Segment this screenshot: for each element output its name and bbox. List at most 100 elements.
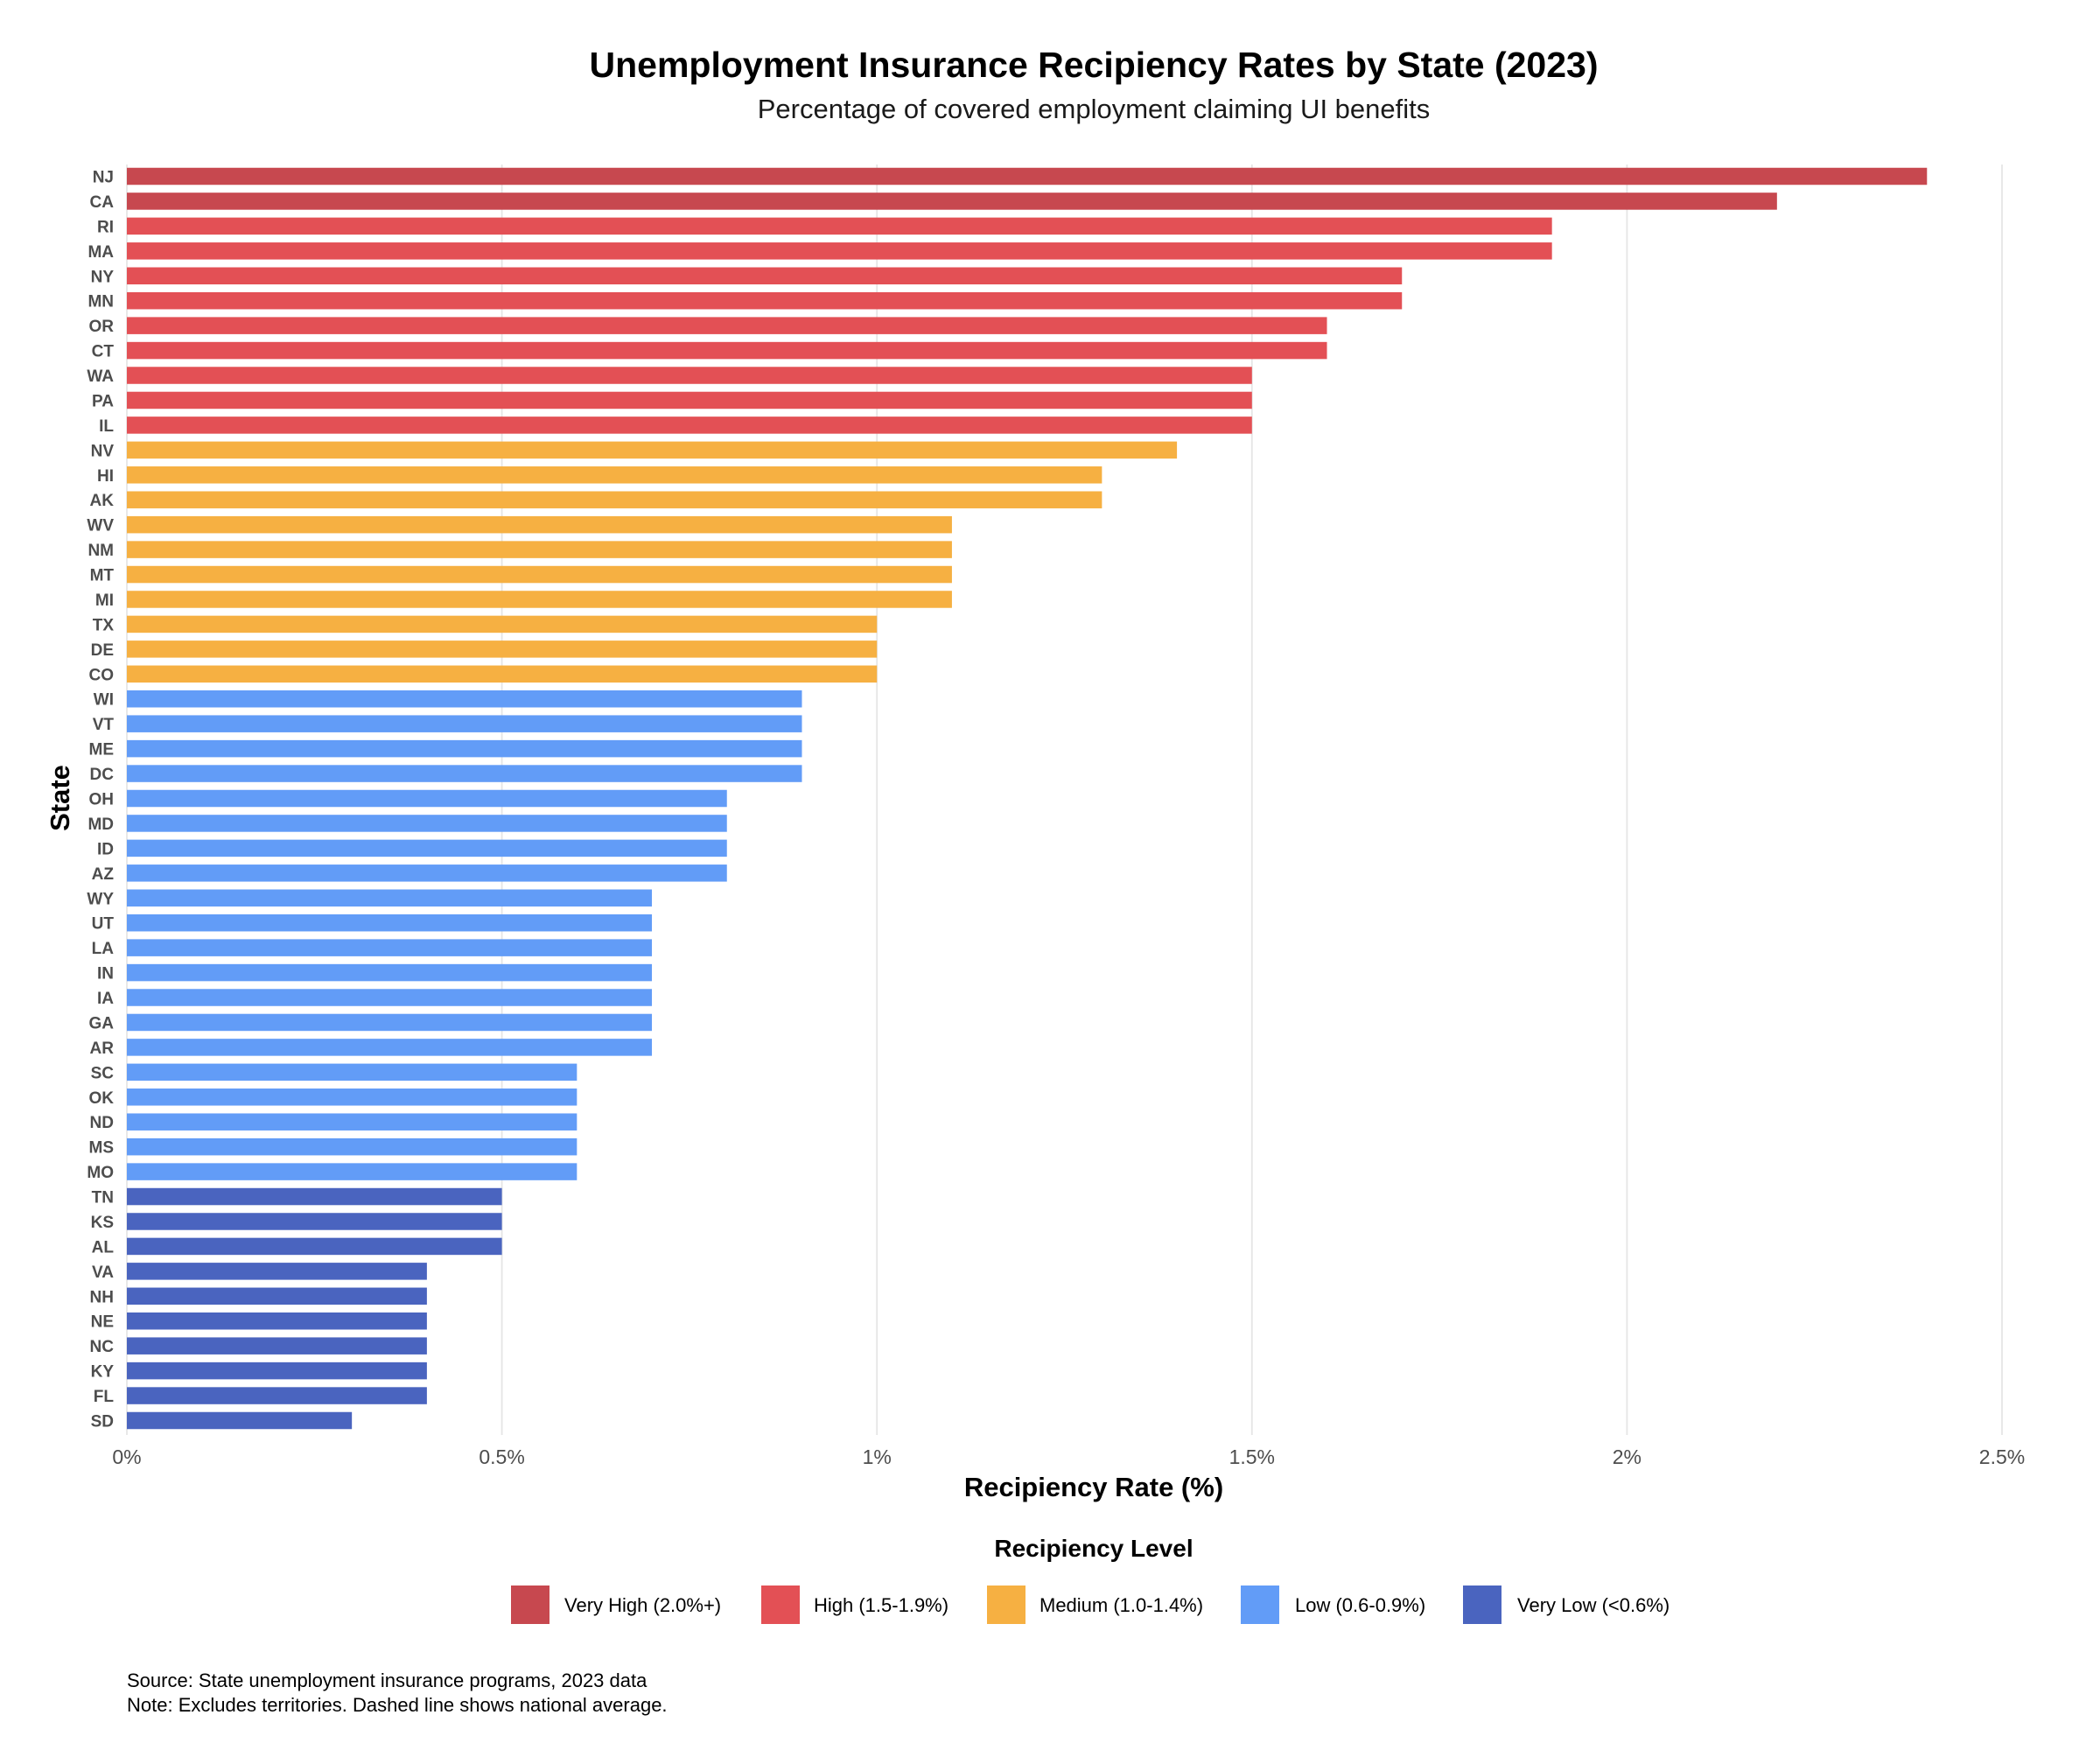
legend-label: Very Low (<0.6%) (1517, 1594, 1670, 1616)
y-tick-label: MD (88, 816, 114, 834)
bar-de (127, 640, 878, 658)
bar-tn (127, 1187, 502, 1206)
bar-oh (127, 789, 727, 808)
y-tick-label: MT (90, 567, 115, 585)
y-tick-label: CO (89, 666, 115, 684)
y-tick-label: NJ (93, 169, 114, 187)
bar-tx (127, 615, 878, 634)
y-tick-label: OH (89, 791, 115, 809)
bar-ky (127, 1362, 427, 1380)
y-tick-label: SD (91, 1413, 114, 1432)
y-tick-label: NY (91, 268, 115, 286)
bar-ok (127, 1088, 578, 1106)
bar-az (127, 864, 727, 882)
bar-il (127, 416, 1252, 434)
legend-swatch (987, 1586, 1026, 1624)
bar-mt (127, 565, 952, 584)
bar-sd (127, 1411, 353, 1430)
y-tick-label: DC (90, 766, 115, 784)
y-tick-label: HI (97, 467, 114, 486)
y-tick-label: OR (89, 318, 115, 336)
x-tick-label: 2.5% (1979, 1446, 2025, 1468)
y-tick-label: RI (97, 218, 114, 236)
y-tick-label: MS (89, 1139, 115, 1158)
legend-title: Recipiency Level (994, 1535, 1193, 1562)
y-tick-label: ME (89, 741, 115, 760)
x-axis-title: Recipiency Rate (%) (964, 1472, 1223, 1502)
y-tick-label: TN (92, 1189, 114, 1208)
bar-dc (127, 765, 802, 782)
caption-source: Source: State unemployment insurance pro… (127, 1670, 648, 1691)
y-tick-label: KS (91, 1214, 114, 1232)
legend-swatch (1463, 1586, 1502, 1624)
y-tick-label: IN (97, 965, 114, 984)
bar-mn (127, 291, 1403, 310)
bar-wy (127, 889, 653, 907)
bar-va (127, 1263, 427, 1280)
y-tick-label: TX (93, 616, 115, 634)
y-tick-label: LA (92, 940, 115, 958)
bar-nd (127, 1113, 578, 1130)
x-tick-label: 0.5% (479, 1446, 524, 1468)
bar-wi (127, 690, 802, 708)
bar-me (127, 739, 802, 758)
bar-id (127, 839, 727, 858)
legend: Very High (2.0%+) High (1.5-1.9%) Medium (… (511, 1586, 1670, 1624)
bar-wv (127, 515, 952, 534)
y-tick-label: KY (91, 1363, 115, 1382)
bar-ia (127, 989, 653, 1006)
y-tick-label: AZ (92, 865, 115, 884)
bar-nm (127, 541, 952, 558)
y-tick-label: MO (87, 1164, 114, 1182)
y-tick-label: NH (90, 1288, 114, 1306)
bar-la (127, 939, 653, 956)
bar-ga (127, 1013, 653, 1032)
bar-nc (127, 1337, 427, 1354)
chart-subtitle: Percentage of covered employment claimin… (758, 94, 1431, 124)
y-tick-label: ID (97, 840, 114, 858)
y-tick-label: MA (88, 243, 114, 262)
y-tick-label: WV (87, 517, 114, 536)
bar-nj (127, 167, 1928, 186)
y-tick-label: WA (87, 368, 114, 386)
y-tick-label: DE (91, 641, 114, 660)
bar-nv (127, 441, 1178, 459)
legend-label: High (1.5-1.9%) (814, 1594, 948, 1616)
caption-note: Note: Excludes territories. Dashed line … (127, 1694, 668, 1716)
y-axis-title: State (45, 765, 75, 831)
y-tick-label: FL (94, 1388, 115, 1406)
y-tick-label: CA (90, 193, 115, 212)
bar-fl (127, 1387, 427, 1404)
y-tick-label: OK (89, 1089, 115, 1108)
y-tick-label: AR (90, 1040, 115, 1058)
bar-ne (127, 1312, 427, 1330)
bar-al (127, 1237, 502, 1256)
legend-label: Medium (1.0-1.4%) (1040, 1594, 1203, 1616)
bar-or (127, 317, 1327, 334)
bar-nh (127, 1287, 427, 1306)
y-tick-label: IA (97, 990, 114, 1008)
y-tick-label: MN (88, 293, 114, 312)
legend-label: Very High (2.0%+) (564, 1594, 721, 1616)
y-tick-label: ND (90, 1114, 114, 1132)
bar-in (127, 963, 653, 982)
y-tick-label: NC (90, 1338, 115, 1356)
chart-title: Unemployment Insurance Recipiency Rates … (590, 45, 1599, 85)
y-tick-label: AK (90, 492, 115, 510)
y-tick-label: PA (92, 392, 114, 410)
bar-vt (127, 715, 802, 732)
x-tick-label: 2% (1613, 1446, 1642, 1468)
y-tick-label: GA (89, 1014, 115, 1032)
bar-wa (127, 367, 1252, 384)
legend-swatch (1241, 1586, 1279, 1624)
y-tick-label: VA (92, 1264, 114, 1282)
bar-ny (127, 267, 1403, 285)
legend-swatch (761, 1586, 800, 1624)
bar-ri (127, 217, 1552, 235)
x-axis-tick-labels: 0% 0.5% 1% 1.5% 2% 2.5% (112, 1446, 2025, 1468)
y-tick-label: AL (92, 1238, 115, 1256)
y-axis-tick-labels: NJ CA RI MA NY MN OR CT WA PA IL NV HI AK WV NM MT MI TX DE… (87, 169, 114, 1432)
y-tick-label: CT (92, 343, 115, 361)
y-tick-label: UT (92, 915, 115, 934)
